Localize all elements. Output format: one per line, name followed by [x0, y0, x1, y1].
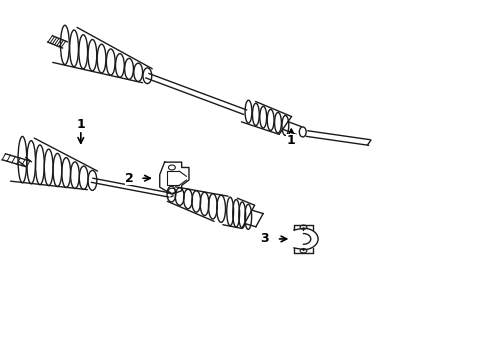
Text: 3: 3 [260, 233, 269, 246]
Text: 1: 1 [287, 134, 295, 147]
Text: 1: 1 [76, 118, 85, 131]
Text: 2: 2 [125, 172, 134, 185]
